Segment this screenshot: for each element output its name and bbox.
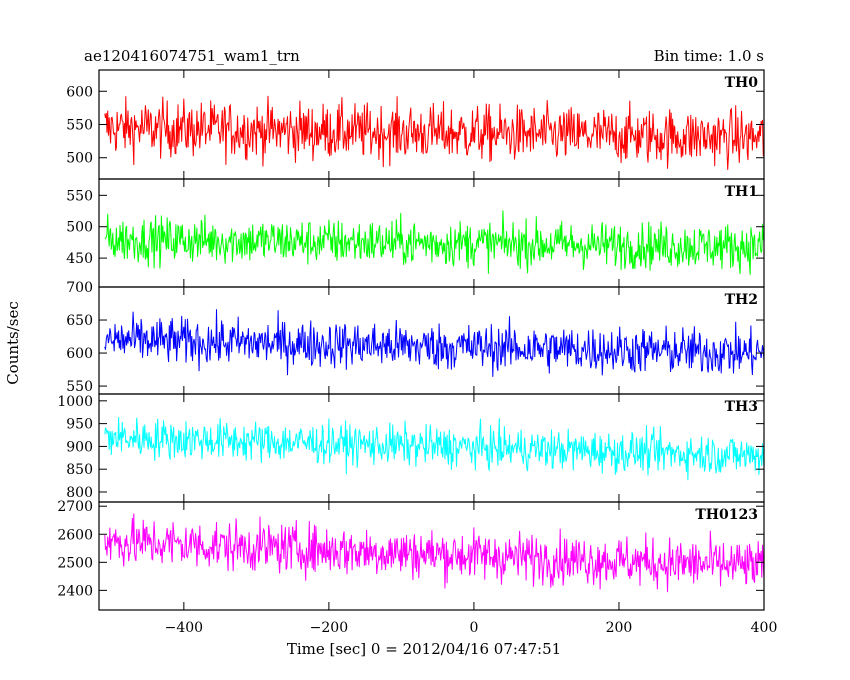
y-tick-label: 500 xyxy=(66,220,93,236)
y-tick-label: 550 xyxy=(66,188,93,204)
x-axis-label: Time [sec] 0 = 2012/04/16 07:47:51 xyxy=(287,640,561,658)
y-tick-label: 2600 xyxy=(57,527,93,543)
x-tick-label: 200 xyxy=(606,620,633,636)
x-tick-label: −400 xyxy=(165,620,203,636)
series-th2-line xyxy=(104,309,764,377)
y-tick-label: 2400 xyxy=(57,583,93,599)
y-tick-label: 550 xyxy=(66,118,93,134)
y-tick-label: 450 xyxy=(66,251,93,267)
series-th0123-line xyxy=(104,513,764,593)
panel-label-th3: TH3 xyxy=(725,399,758,415)
y-tick-label: 2700 xyxy=(57,499,93,515)
y-tick-label: 600 xyxy=(66,84,93,100)
x-tick-label: 400 xyxy=(751,620,778,636)
y-tick-label: 650 xyxy=(66,313,93,329)
y-tick-label: 1000 xyxy=(57,394,93,410)
panel-frame-th0123 xyxy=(98,501,765,611)
x-tick-label: 0 xyxy=(469,620,478,636)
y-tick-label: 2500 xyxy=(57,555,93,571)
panel-label-th1: TH1 xyxy=(725,184,758,200)
y-tick-label: 950 xyxy=(66,417,93,433)
panel-label-th0: TH0 xyxy=(725,75,759,91)
series-th3-line xyxy=(104,416,764,481)
panel-label-th0123: TH0123 xyxy=(695,507,758,523)
y-axis-label: Counts/sec xyxy=(4,301,22,385)
panels-group: TH0 500 550 600 TH1 450 500 550 TH2 550 600 650 700 T… xyxy=(57,69,778,636)
y-tick-label: 500 xyxy=(66,151,93,167)
bin-time-label: Bin time: 1.0 s xyxy=(654,47,764,65)
y-tick-label: 700 xyxy=(66,280,93,296)
y-tick-label: 850 xyxy=(66,462,93,478)
x-tick-label: −200 xyxy=(310,620,348,636)
panel-label-th2: TH2 xyxy=(725,292,758,308)
y-tick-label: 600 xyxy=(66,346,93,362)
panel-frame-th3 xyxy=(98,393,765,503)
series-th0-line xyxy=(104,95,764,170)
y-tick-label: 550 xyxy=(66,379,93,395)
y-tick-label: 900 xyxy=(66,439,93,455)
series-th1-line xyxy=(104,210,764,275)
y-tick-label: 800 xyxy=(66,485,93,501)
chart-title: ae120416074751_wam1_trn xyxy=(84,47,300,65)
